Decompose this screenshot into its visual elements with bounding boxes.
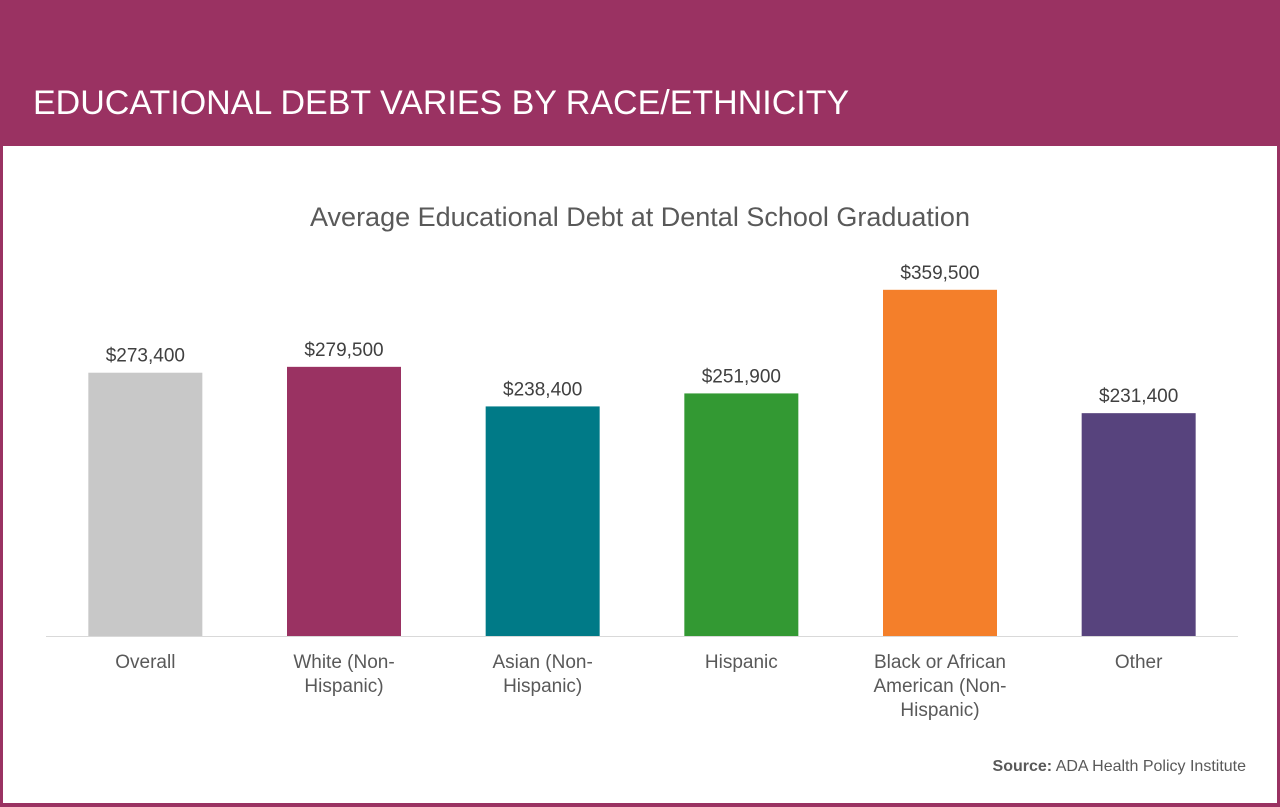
x-tick-label-line: Hispanic) [304, 676, 383, 697]
x-tick-label: White (Non- Hispanic) [293, 652, 394, 697]
data-label: $231,400 [1099, 386, 1178, 407]
data-label: $359,500 [900, 263, 979, 284]
x-tick-label-line: Hispanic) [503, 676, 582, 697]
x-tick-label-line: Overall [115, 652, 175, 673]
bar [485, 406, 600, 636]
data-label: $238,400 [503, 379, 582, 400]
slide-title: EDUCATIONAL DEBT VARIES BY RACE/ETHNICIT… [33, 84, 850, 122]
bar [883, 289, 997, 636]
bar [88, 372, 203, 636]
x-tick-label-line: White (Non- [293, 652, 394, 673]
bar [287, 366, 401, 636]
data-label: $273,400 [106, 346, 185, 367]
x-tick-label-line: Hispanic) [900, 700, 979, 721]
bar [684, 393, 799, 636]
source-text: ADA Health Policy Institute [1055, 758, 1246, 775]
chart-panel [3, 146, 1277, 803]
x-tick-label: Other [1115, 652, 1163, 673]
x-tick-label-line: Hispanic [705, 652, 778, 673]
source-note: Source: ADA Health Policy Institute [993, 758, 1246, 776]
x-tick-label-line: Black or African [874, 652, 1006, 673]
x-tick-label-line: American (Non- [873, 676, 1006, 697]
chart-title: Average Educational Debt at Dental Schoo… [310, 202, 970, 232]
x-tick-label: Overall [115, 652, 175, 673]
x-tick-label-line: Other [1115, 652, 1163, 673]
data-label: $279,500 [304, 340, 383, 361]
x-tick-label-line: Asian (Non- [493, 652, 593, 673]
bar [1081, 413, 1196, 636]
x-tick-label: Hispanic [705, 652, 778, 673]
x-tick-label: Asian (Non- Hispanic) [493, 652, 593, 697]
source-label: Source: [992, 758, 1053, 775]
x-tick-label: Black or African American (Non- Hispanic) [873, 652, 1006, 721]
data-label: $251,900 [702, 366, 781, 387]
